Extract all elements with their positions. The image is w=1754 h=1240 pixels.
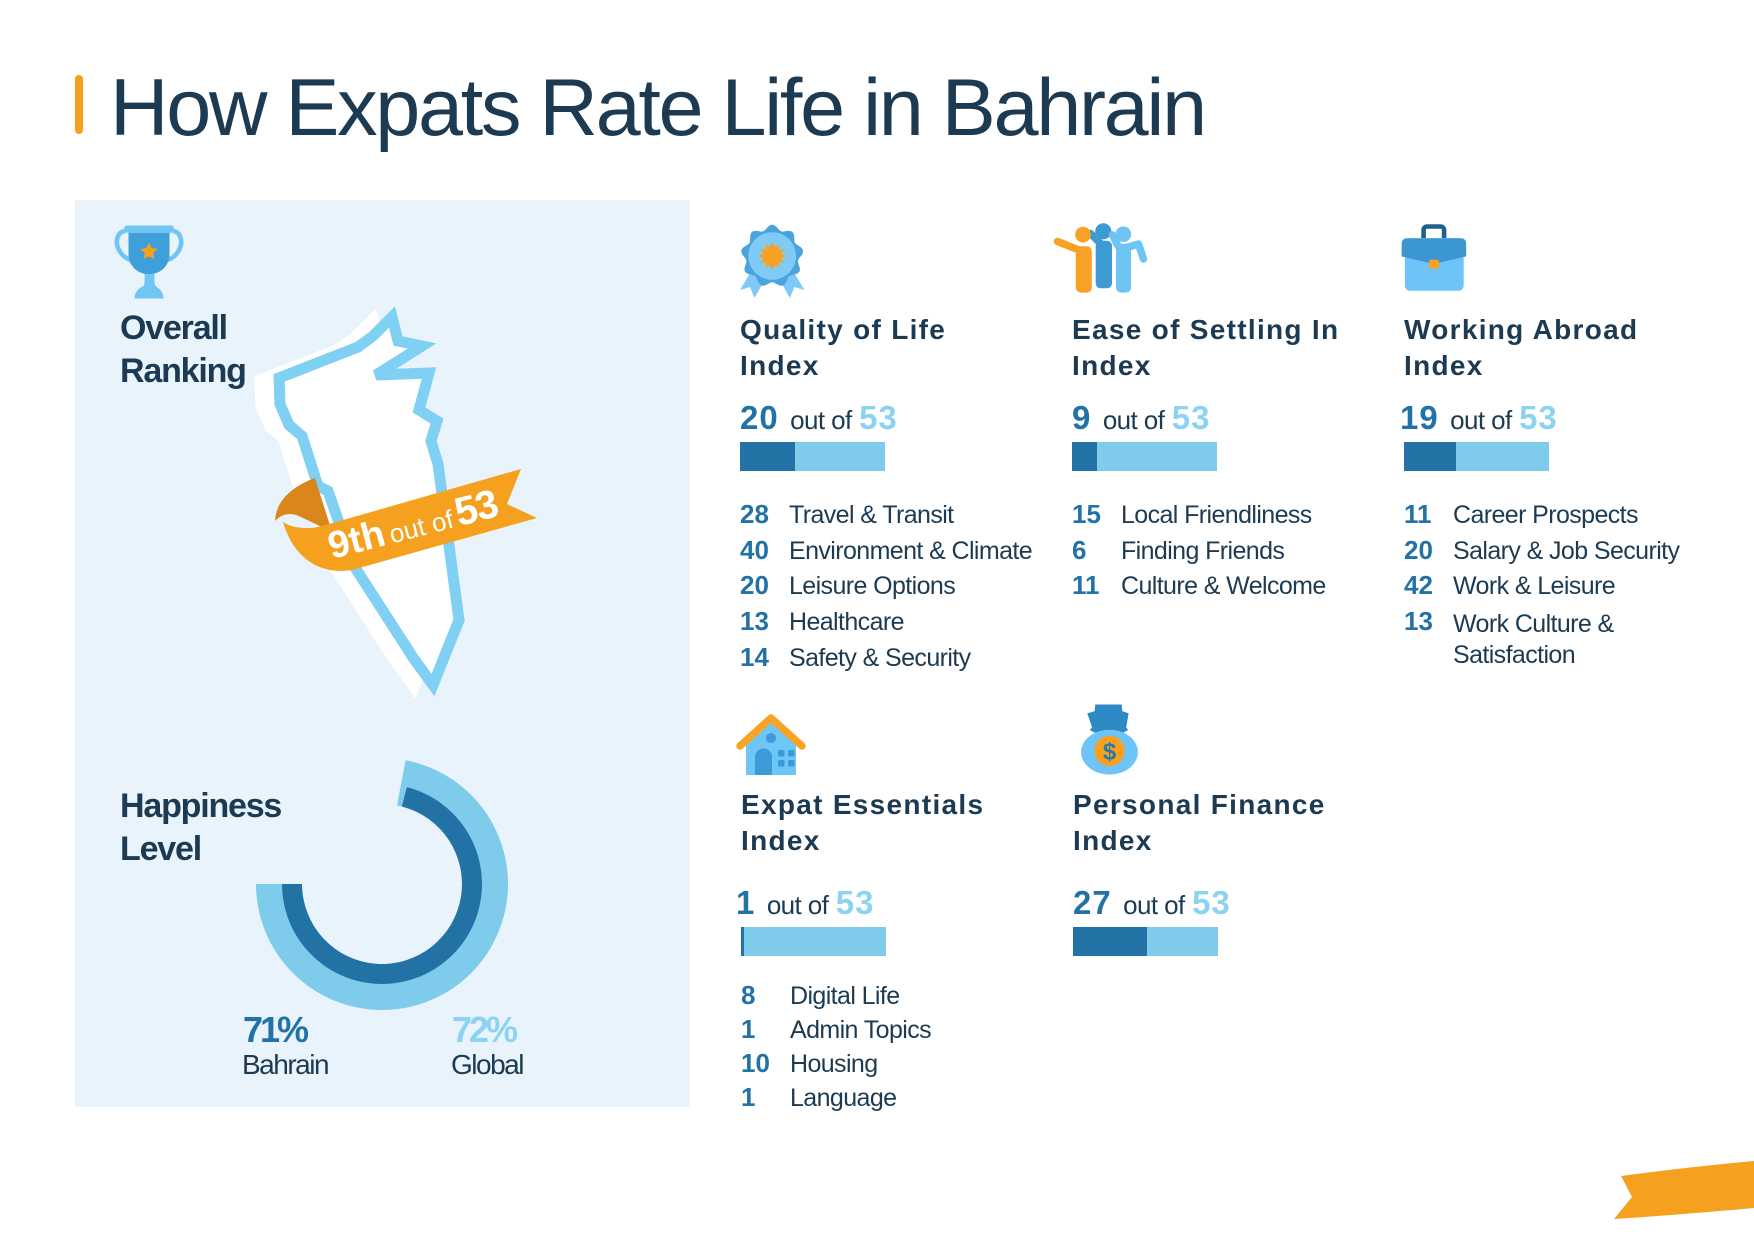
svg-text:$: $ <box>1103 739 1117 766</box>
